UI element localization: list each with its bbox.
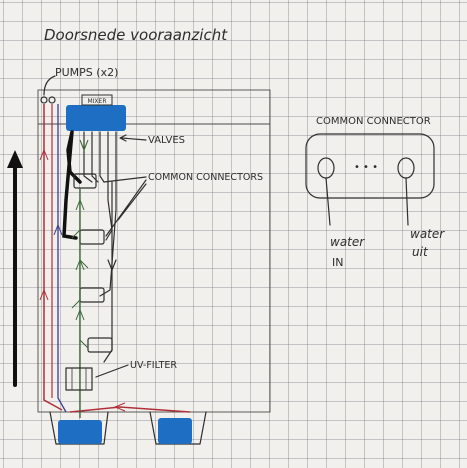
diagram-title: Doorsnede vooraanzicht [44,26,228,44]
valves-pointer [120,135,146,141]
common-connectors-label: COMMON CONNECTORS [148,172,263,183]
tank-right [150,412,206,444]
connector-box-2 [80,230,104,244]
main-black-pipe [64,132,80,238]
mixer-label: MIXER [87,98,106,105]
water-in-label-line2: IN [332,256,343,269]
water-in-label-line1: water [330,235,365,249]
uv-filter-label: UV-FILTER [130,360,177,371]
valves-label: VALVES [148,135,185,146]
common-connectors-pointers [104,177,146,236]
flow-up-arrow [7,150,23,385]
water-out-label-line1: water [410,227,445,241]
connector-dots: • • • [354,162,378,173]
connector-box-3 [80,288,104,302]
water-out-pointer [406,178,408,225]
water-in-port [318,158,334,178]
blue-pipe [58,104,66,412]
pump-small-right [49,97,55,103]
pumps-pointer [44,76,55,95]
red-pipe [44,104,62,410]
water-in-pointer [326,178,330,225]
common-connector-title: COMMON CONNECTOR [316,116,431,127]
uv-filter-pointer [96,365,128,377]
water-out-port [398,158,414,178]
uv-filter [66,368,92,390]
mixer-unit: MIXER [66,95,126,131]
tank-left [50,412,108,444]
pumps-label: PUMPS (x2) [55,66,118,79]
valve-pipe-bundle [80,132,116,296]
pump-small-left [41,97,47,103]
connector-box-4 [88,338,112,352]
water-out-label-line2: uit [412,245,429,259]
red-bottom-pipe [70,407,190,412]
